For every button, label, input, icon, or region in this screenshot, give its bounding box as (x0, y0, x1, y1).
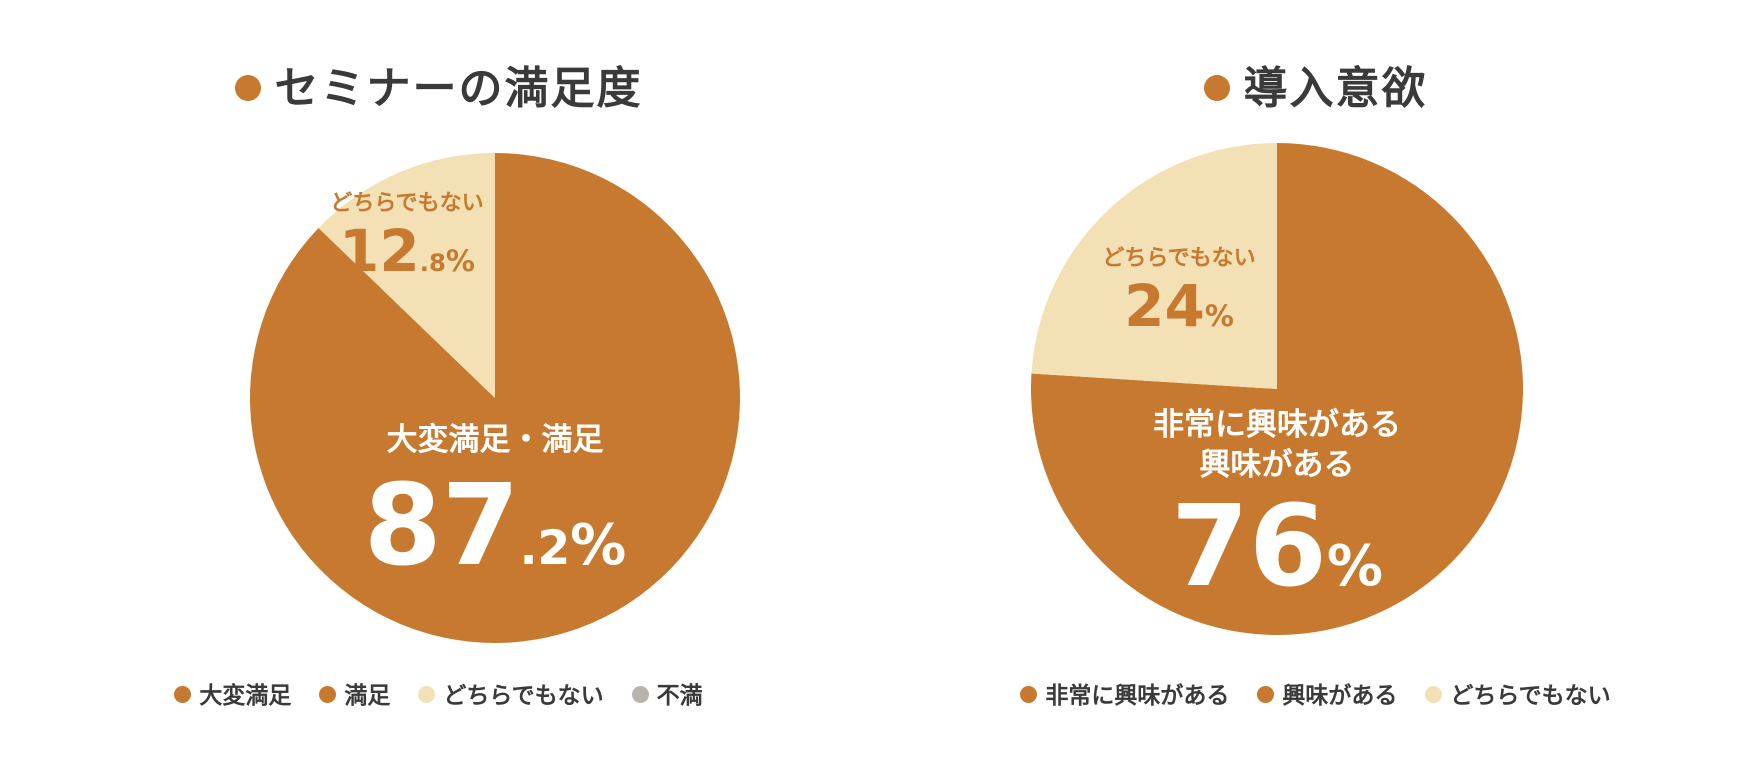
legend-item: 大変満足 (174, 676, 291, 710)
slice-value-unit: % (570, 513, 627, 578)
slice-value: 12.8% (330, 222, 483, 280)
legend-item: 不満 (631, 676, 703, 710)
title-dot-icon (1203, 75, 1230, 101)
slice-caption-line: 大変満足・満足 (386, 422, 604, 458)
slice-value-int: 76 (1171, 482, 1327, 612)
chart-panel-satisfaction: セミナーの満足度 大変満足・満足 87.2% どちらでもない 12.8% 大変満… (0, 52, 877, 710)
slice-value-unit: % (1326, 534, 1383, 599)
pie-chart (249, 153, 740, 643)
slice-value-int: 87 (363, 461, 520, 591)
legend-label: どちらでもない (1450, 683, 1611, 709)
slice-caption-line: どちらでもない (1102, 246, 1256, 271)
legend-label: 大変満足 (199, 683, 292, 709)
chart-title: 導入意欲 (877, 52, 1754, 116)
legend-item: 非常に興味がある (1020, 676, 1229, 710)
pie-slice-1 (318, 153, 495, 398)
slice-value-unit: % (445, 244, 475, 278)
slice-caption-line: 興味がある (1199, 447, 1355, 483)
slice-caption: 非常に興味がある 興味がある (1153, 405, 1401, 485)
legend-label: 非常に興味がある (1045, 683, 1230, 709)
slice-caption-line: 非常に興味がある (1153, 407, 1401, 443)
pie-slice-1 (1031, 143, 1277, 389)
legend-item: 興味がある (1257, 676, 1397, 710)
legend-label: どちらでもない (443, 683, 604, 709)
chart-title: セミナーの満足度 (0, 52, 877, 116)
slice-label-main: 非常に興味がある 興味がある 76% (1153, 405, 1401, 603)
slice-value-frac: .8 (419, 248, 446, 277)
slice-value: 76% (1153, 491, 1401, 603)
slice-value: 24% (1102, 277, 1255, 335)
legend-dot-icon (418, 686, 436, 703)
legend-label: 興味がある (1282, 683, 1398, 709)
legend: 大変満足 満足 どちらでもない 不満 (0, 676, 877, 710)
legend-item: 満足 (319, 676, 390, 710)
legend-dot-icon (1425, 686, 1443, 703)
slice-value-int: 24 (1124, 272, 1205, 340)
slice-caption-line: どちらでもない (330, 191, 484, 216)
chart-title-text: セミナーの満足度 (274, 63, 643, 114)
legend-dot-icon (1020, 686, 1038, 703)
pie-chart (1031, 143, 1523, 635)
legend-dot-icon (1257, 686, 1275, 703)
slice-label-minor: どちらでもない 24% (1102, 245, 1255, 335)
chart-title-text: 導入意欲 (1243, 63, 1428, 114)
legend-label: 満足 (344, 683, 391, 709)
legend-label: 不満 (656, 683, 703, 709)
slice-label-minor: どちらでもない 12.8% (330, 190, 483, 280)
legend-dot-icon (631, 686, 649, 703)
slice-value-int: 12 (339, 217, 420, 285)
legend-dot-icon (174, 686, 192, 703)
slice-caption: どちらでもない (330, 190, 483, 218)
slice-value-frac: .2 (519, 521, 571, 576)
legend-dot-icon (319, 686, 337, 703)
legend: 非常に興味がある 興味がある どちらでもない (877, 676, 1754, 710)
slice-label-main: 大変満足・満足 87.2% (364, 420, 627, 582)
legend-item: どちらでもない (418, 676, 604, 710)
slice-value-unit: % (1204, 299, 1234, 333)
chart-panel-adoption: 導入意欲 非常に興味がある 興味がある 76% どちらでもない 24% 非常に興… (877, 0, 1754, 768)
slice-caption: どちらでもない (1102, 245, 1255, 273)
slice-value: 87.2% (364, 470, 627, 582)
legend-item: どちらでもない (1425, 676, 1611, 710)
title-dot-icon (234, 75, 261, 101)
slice-caption: 大変満足・満足 (364, 420, 627, 460)
